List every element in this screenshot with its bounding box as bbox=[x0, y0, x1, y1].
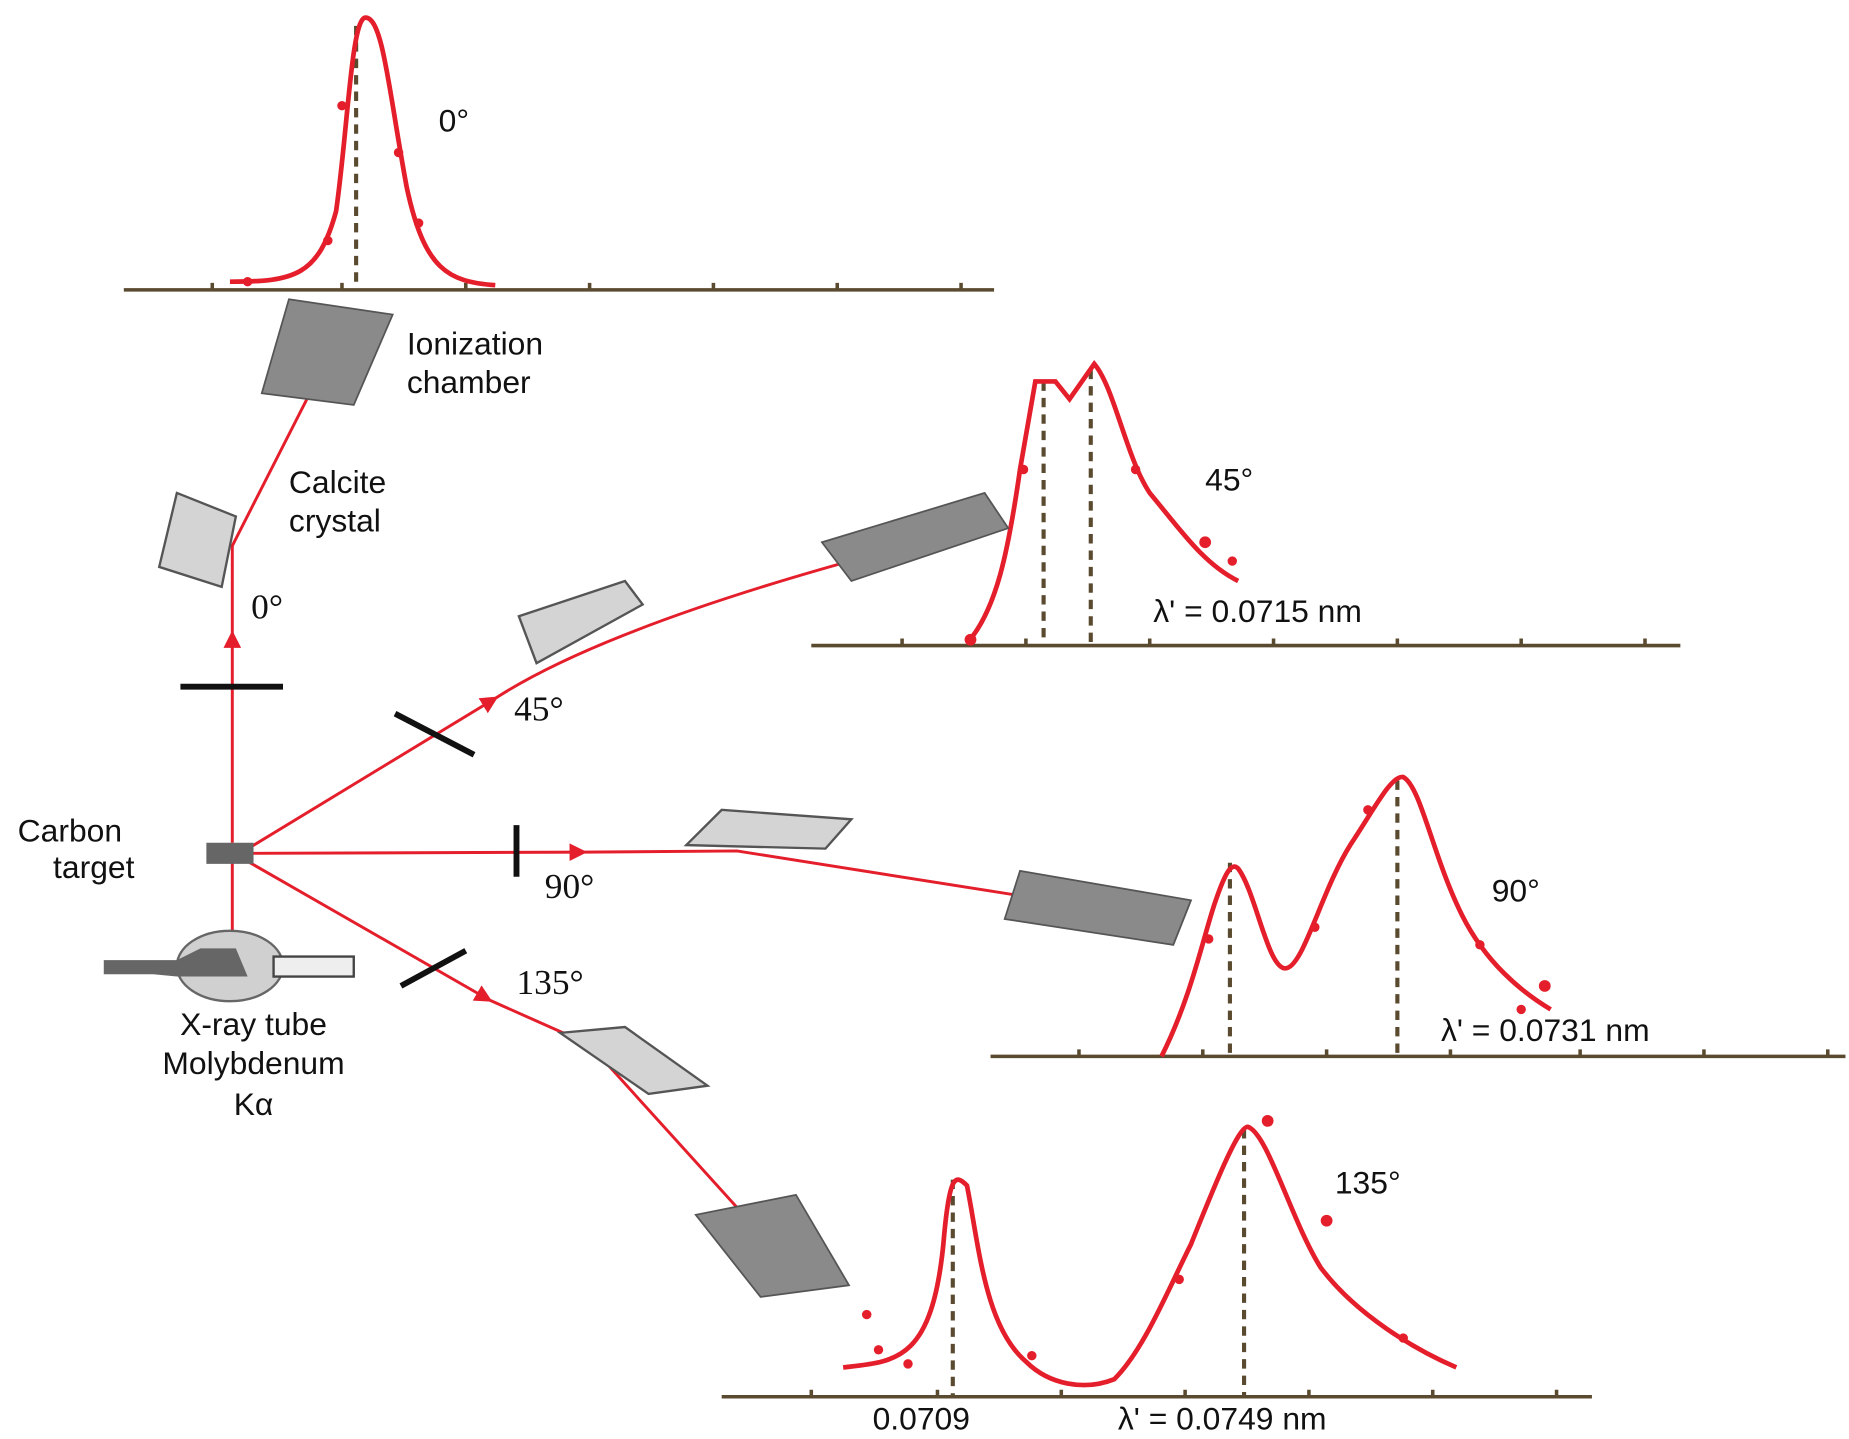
beam-angle: 90° bbox=[545, 867, 595, 906]
spectrum-angle: 45° bbox=[1205, 462, 1253, 498]
apparatus bbox=[104, 299, 1191, 1297]
chamber-label: chamber bbox=[407, 364, 531, 400]
target-label: target bbox=[53, 849, 135, 885]
compton-diagram: 0° Ionization chamber Calcite crystal 0°… bbox=[0, 0, 1849, 1439]
tube-label: Kα bbox=[234, 1086, 274, 1122]
tube-label: X-ray tube bbox=[180, 1006, 327, 1042]
labels: 0° Ionization chamber Calcite crystal 0°… bbox=[18, 103, 1650, 1437]
spectrum-angle: 135° bbox=[1335, 1165, 1401, 1201]
target-label: Carbon bbox=[18, 813, 122, 849]
beam-angle: 45° bbox=[514, 690, 564, 729]
spectrum-angle: 90° bbox=[1492, 872, 1540, 908]
beam-angle: 0° bbox=[251, 588, 283, 627]
spectrum-annotation: λ' = 0.0715 nm bbox=[1153, 593, 1362, 629]
peak-label: 0.0709 bbox=[873, 1401, 970, 1437]
axes bbox=[124, 283, 1846, 1397]
spectrum-annotation: λ' = 0.0731 nm bbox=[1441, 1012, 1650, 1048]
beam-angle: 135° bbox=[516, 963, 583, 1002]
spectrum-annotation: λ' = 0.0749 nm bbox=[1118, 1401, 1327, 1437]
crystal-label: crystal bbox=[289, 503, 381, 539]
spectrum-angle: 0° bbox=[439, 103, 469, 139]
crystal-label: Calcite bbox=[289, 464, 386, 500]
chamber-label: Ionization bbox=[407, 326, 543, 362]
tube-label: Molybdenum bbox=[162, 1045, 344, 1081]
peak-markers bbox=[356, 26, 1397, 1397]
